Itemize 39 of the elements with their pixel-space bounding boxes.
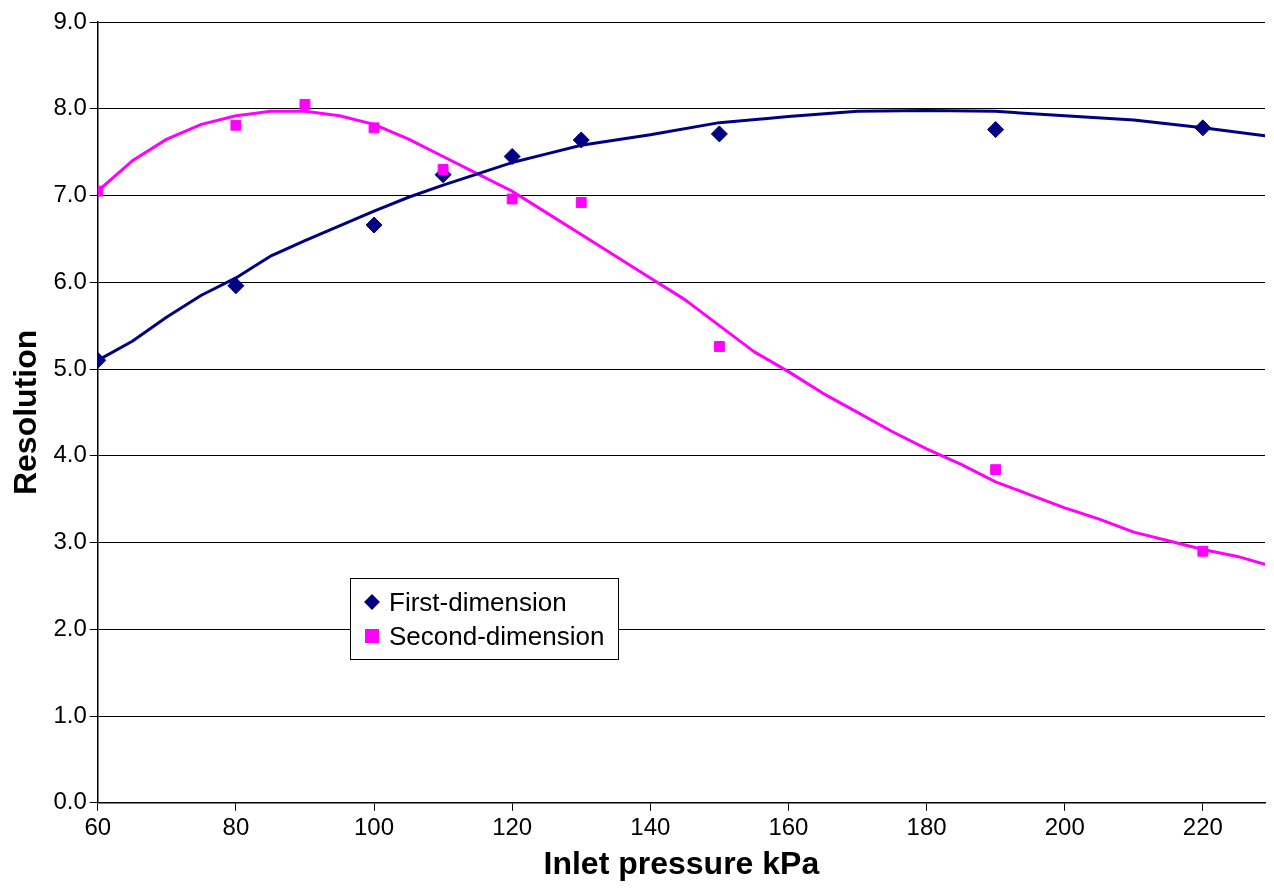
point <box>368 122 380 134</box>
y-tick-label: 8.0 <box>53 93 87 121</box>
point <box>987 121 1005 139</box>
y-tick-label: 5.0 <box>53 353 87 381</box>
x-tick-label: 200 <box>1044 812 1085 840</box>
x-tick-label: 160 <box>768 812 809 840</box>
point <box>1197 545 1209 557</box>
x-axis-title: Inlet pressure kPa <box>543 844 820 881</box>
point <box>365 216 383 234</box>
point <box>506 193 518 205</box>
point <box>710 125 728 143</box>
y-tick-label: 2.0 <box>53 613 87 641</box>
x-tick-label: 180 <box>906 812 947 840</box>
y-tick-label: 0.0 <box>53 787 87 815</box>
point <box>572 131 590 149</box>
point <box>299 98 311 110</box>
y-tick-label: 3.0 <box>53 527 87 555</box>
y-tick-label: 6.0 <box>53 266 87 294</box>
point <box>713 341 725 352</box>
y-tick-label: 7.0 <box>53 180 87 208</box>
x-tick-label: 220 <box>1182 812 1223 840</box>
point <box>990 464 1002 476</box>
y-tick-label: 1.0 <box>53 700 87 728</box>
point <box>227 277 245 295</box>
point <box>437 164 449 175</box>
point <box>575 197 587 208</box>
x-tick-label: 80 <box>222 812 250 840</box>
x-tick-label: 140 <box>630 812 671 840</box>
x-tick-label: 100 <box>354 812 395 840</box>
y-tick-label: 9.0 <box>53 6 87 34</box>
x-tick-label: 60 <box>84 812 112 840</box>
legend-label: Second-dimension <box>389 620 605 652</box>
point <box>503 147 521 165</box>
y-tick-label: 4.0 <box>53 440 87 468</box>
y-axis-title: Resolution <box>7 329 44 496</box>
x-tick-label: 120 <box>492 812 533 840</box>
point <box>230 119 242 131</box>
point <box>1194 119 1212 137</box>
legend-label: First-dimension <box>389 586 567 618</box>
